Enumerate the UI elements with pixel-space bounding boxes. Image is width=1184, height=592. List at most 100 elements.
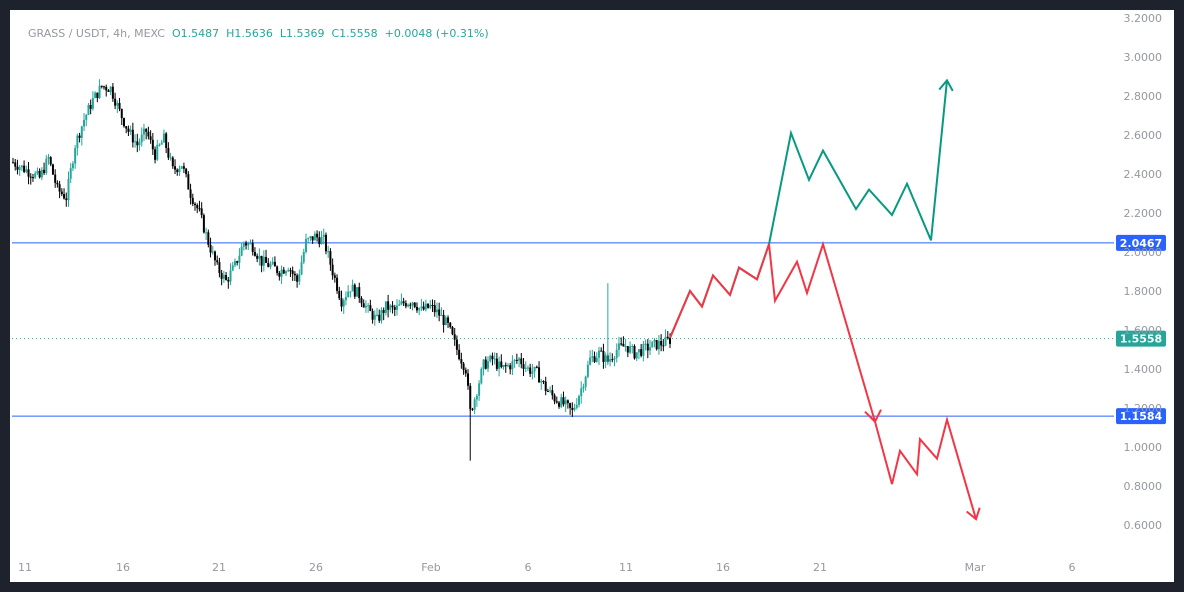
candle-body <box>624 346 627 348</box>
y-tick-label: 2.6000 <box>1124 129 1163 142</box>
candle-body <box>293 273 296 276</box>
candle-body <box>138 142 141 146</box>
candle-body <box>247 243 250 246</box>
candle-body <box>229 270 232 282</box>
candle-body <box>111 86 114 99</box>
candle-body <box>422 306 425 310</box>
candle-body <box>649 347 652 351</box>
candle-body <box>575 404 578 408</box>
candle-body <box>577 396 580 405</box>
candle-body <box>635 352 638 359</box>
candle-body <box>613 358 616 360</box>
candle-body <box>589 357 592 365</box>
candle-body <box>296 275 299 282</box>
candle-body <box>384 301 387 313</box>
candle-body <box>56 182 59 185</box>
candle-body <box>213 251 216 261</box>
y-tick-label: 2.0000 <box>1124 246 1163 259</box>
candle-body <box>316 233 319 238</box>
candle-body <box>400 301 403 305</box>
candle-body <box>431 304 434 306</box>
candle-body <box>336 277 339 291</box>
candle-body <box>609 359 612 362</box>
candle-body <box>304 238 307 253</box>
candle-body <box>655 340 658 350</box>
candle-body <box>458 349 461 360</box>
candle-body <box>233 261 236 266</box>
price-level-tag <box>1116 408 1166 425</box>
y-tick-label: 3.0000 <box>1124 51 1163 64</box>
candle-body <box>118 102 121 110</box>
candle-body <box>600 350 603 352</box>
candle-body <box>103 86 106 88</box>
candle-body <box>569 403 572 408</box>
candle-body <box>629 346 632 353</box>
candle-body <box>531 371 534 374</box>
candle-body <box>49 157 52 165</box>
candle-body <box>637 349 640 353</box>
candle-body <box>435 309 438 313</box>
candle-body <box>31 177 34 179</box>
candle-body <box>560 397 563 407</box>
candle-body <box>285 271 288 274</box>
symbol-label: GRASS / USDT, 4h, MEXC <box>28 27 165 40</box>
candle-body <box>38 170 41 178</box>
candle-body <box>480 369 483 384</box>
candle-body <box>45 158 48 174</box>
candle-body <box>276 266 279 274</box>
candle-body <box>27 169 30 177</box>
candle-body <box>486 361 489 369</box>
candle-body <box>546 390 549 392</box>
candle-body <box>291 270 294 274</box>
candle-body <box>582 386 585 389</box>
candle-body <box>427 303 430 308</box>
candle-body <box>558 402 561 407</box>
candle-body <box>338 290 341 299</box>
candle-body <box>504 365 507 367</box>
candles <box>12 79 671 461</box>
candle-body <box>644 343 647 345</box>
low-value: L1.5369 <box>279 27 325 40</box>
y-tick-label: 2.8000 <box>1124 90 1163 103</box>
candle-body <box>653 340 656 342</box>
candle-body <box>91 98 94 109</box>
candle-body <box>358 287 361 299</box>
candle-body <box>40 169 43 178</box>
ohlc-legend: GRASS / USDT, 4h, MEXC O1.5487 H1.5636 L… <box>28 27 489 40</box>
candle-body <box>94 92 97 99</box>
candle-body <box>646 343 649 351</box>
open-value: O1.5487 <box>171 27 220 40</box>
candle-body <box>535 366 538 368</box>
candle-body <box>194 203 197 206</box>
candle-body <box>74 148 77 164</box>
candle-body <box>280 269 283 277</box>
x-tick-label: Feb <box>421 561 440 574</box>
candle-body <box>262 256 265 266</box>
candle-body <box>169 157 172 159</box>
candle-body <box>615 349 618 359</box>
candle-body <box>464 369 467 374</box>
x-tick-label: 16 <box>116 561 130 574</box>
candle-body <box>657 340 660 350</box>
candle-body <box>78 135 81 138</box>
candle-body <box>156 144 159 160</box>
candle-body <box>298 274 301 282</box>
candle-body <box>484 359 487 369</box>
candle-body <box>500 361 503 367</box>
candle-body <box>475 395 478 400</box>
candle-body <box>642 343 645 356</box>
candle-body <box>662 345 665 347</box>
candle-body <box>198 208 201 210</box>
candle-body <box>418 307 421 311</box>
candle-body <box>584 376 587 387</box>
candle-body <box>424 303 427 310</box>
candle-body <box>127 128 130 132</box>
candle-body <box>98 85 101 98</box>
price-chart[interactable]: 2.0467 1.1584 1.5558 0.6000 0.8000 1.0000 1.2… <box>10 10 1174 582</box>
candle-body <box>200 208 203 216</box>
candle-body <box>96 92 99 98</box>
candle-body <box>140 134 143 143</box>
candle-body <box>395 305 398 310</box>
price-level-tag <box>1116 330 1166 347</box>
candle-body <box>311 236 314 241</box>
